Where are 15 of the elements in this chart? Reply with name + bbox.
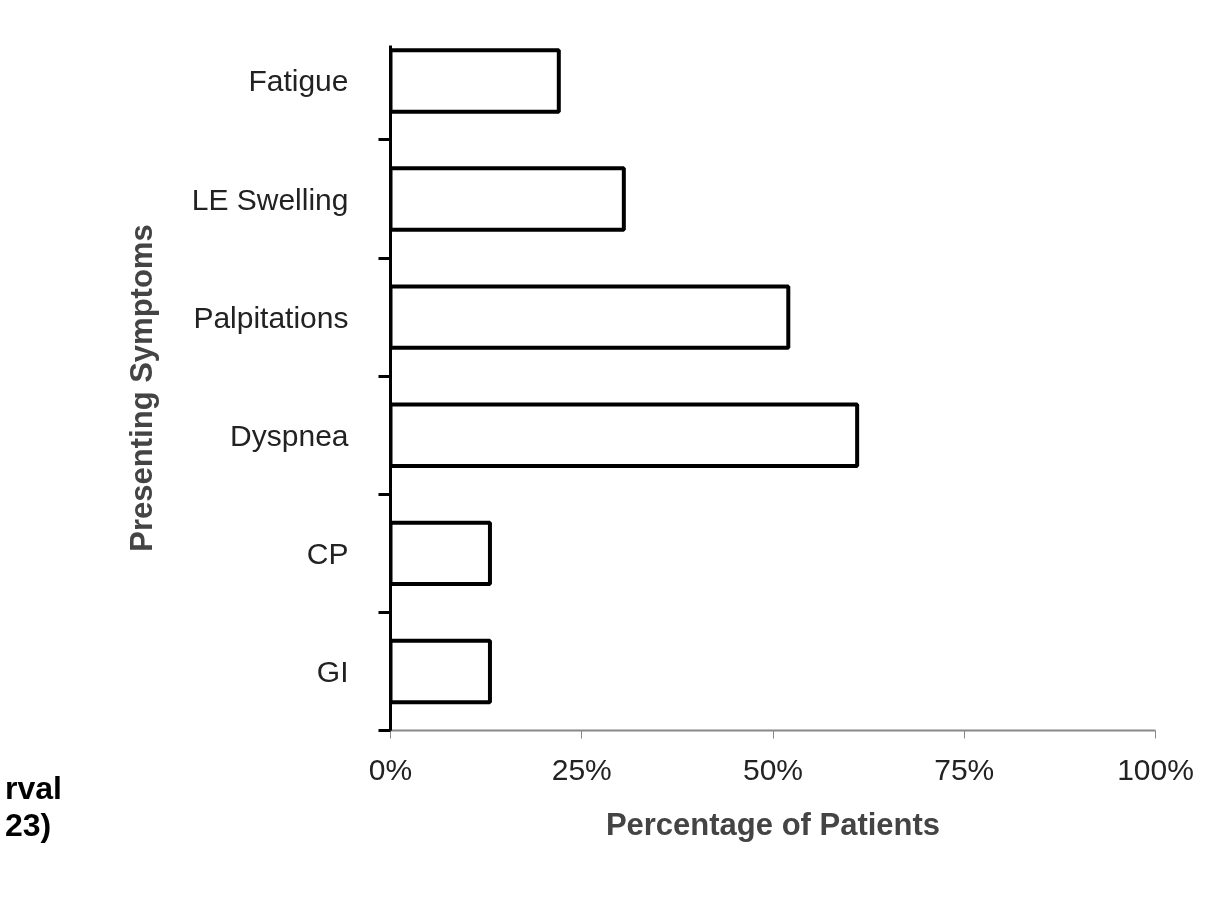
x-tick-label: 50% — [742, 752, 804, 786]
y-tick-label: Palpitations — [193, 300, 349, 334]
text: 23) — [5, 807, 52, 843]
x-tick-label: 75% — [934, 752, 995, 786]
y-axis-title: Presenting Symptoms — [123, 224, 159, 552]
y-tick-label: Dyspnea — [230, 418, 349, 452]
x-tick-label: 25% — [551, 752, 612, 786]
y-tick-label: LE Swelling — [191, 182, 349, 216]
y-tick-label: GI — [316, 654, 349, 688]
x-tick-label: 100% — [1117, 752, 1194, 786]
x-tick-label: 0% — [368, 752, 413, 786]
y-tick-label: CP — [306, 536, 349, 570]
text: rval — [5, 770, 62, 806]
x-axis-title: Percentage of Patients — [605, 806, 941, 842]
y-tick-label: Fatigue — [248, 64, 349, 98]
